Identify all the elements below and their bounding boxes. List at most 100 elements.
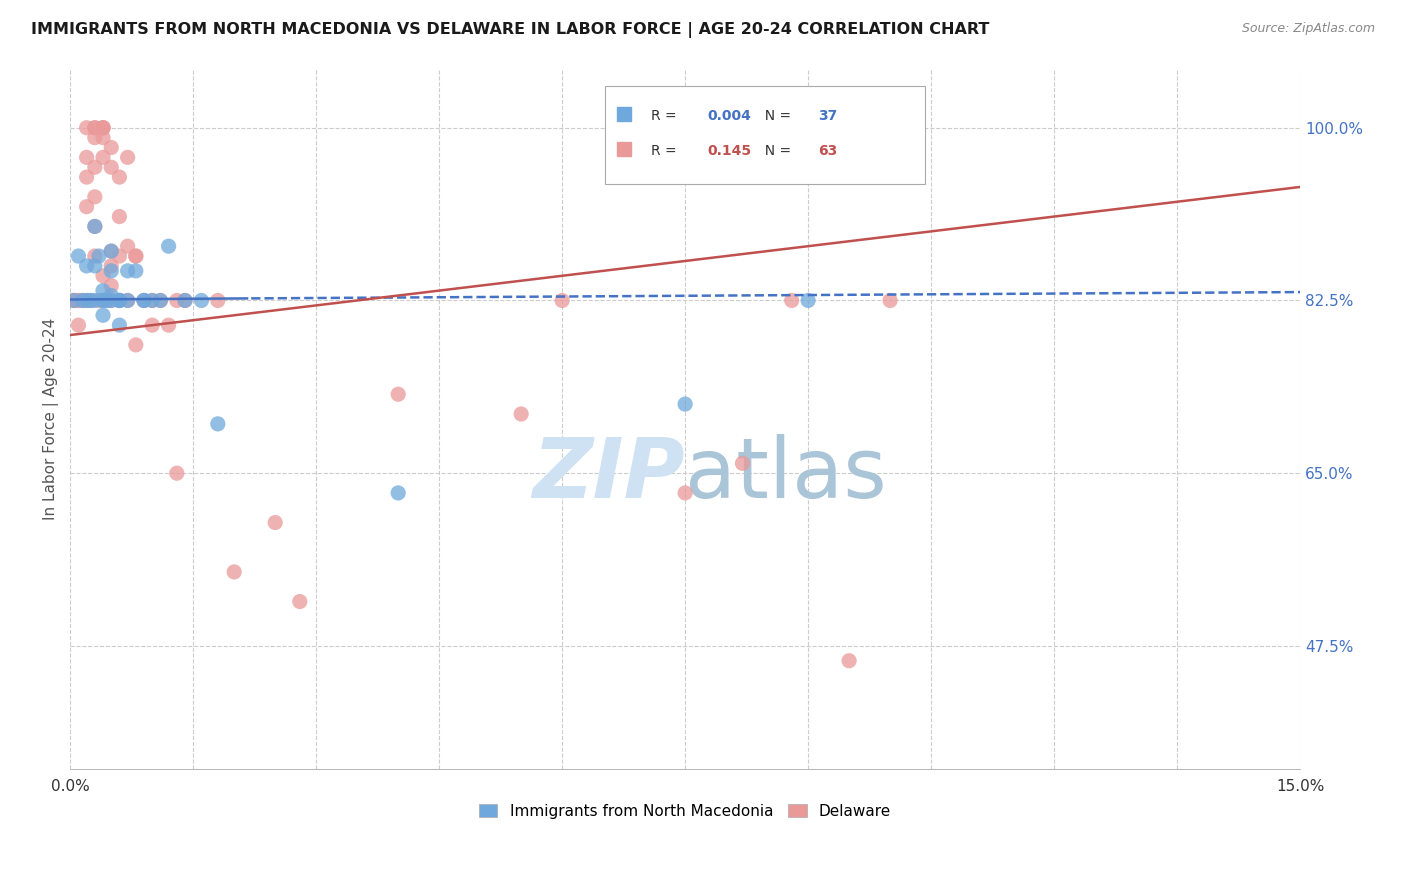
Point [76,293,98,308]
Point [76,293,98,308]
Text: R =: R = [651,109,681,123]
Point [166,293,188,308]
Point [83,190,105,204]
Point [67,249,90,263]
Text: N =: N = [756,145,796,158]
Point [207,417,229,431]
Point [91,130,114,145]
Point [83,120,105,135]
Point [100,288,122,302]
Point [673,486,696,500]
Point [76,150,98,164]
Point [190,293,212,308]
Point [100,293,122,308]
Point [83,259,105,273]
Point [83,130,105,145]
Point [100,244,122,259]
Point [149,293,172,308]
Point [108,318,131,333]
Point [83,293,105,308]
Point [174,293,197,308]
Point [224,565,246,579]
Point [91,293,114,308]
Point [879,293,901,308]
Text: ZIP: ZIP [533,434,685,516]
Point [91,150,114,164]
Point [673,397,696,411]
Text: Source: ZipAtlas.com: Source: ZipAtlas.com [1241,22,1375,36]
Point [91,293,114,308]
Point [141,293,163,308]
Point [91,120,114,135]
Point [797,293,820,308]
Legend: Immigrants from North Macedonia, Delaware: Immigrants from North Macedonia, Delawar… [472,797,897,825]
Y-axis label: In Labor Force | Age 20-24: In Labor Force | Age 20-24 [44,318,59,520]
Point [132,293,155,308]
Point [83,249,105,263]
Text: 0.004: 0.004 [707,109,751,123]
Text: R =: R = [651,145,681,158]
Point [117,150,139,164]
Point [87,249,110,263]
Point [100,293,122,308]
Point [83,219,105,234]
Point [108,293,131,308]
Point [76,120,98,135]
Point [117,264,139,278]
Point [91,120,114,135]
Point [67,318,90,333]
Text: atlas: atlas [685,434,887,516]
Point [387,486,409,500]
Point [125,249,148,263]
Point [207,293,229,308]
Point [288,594,311,608]
Point [87,293,110,308]
Point [838,654,860,668]
Point [125,338,148,352]
Point [108,249,131,263]
Point [72,293,94,308]
Point [83,219,105,234]
Point [117,293,139,308]
Point [83,120,105,135]
Point [100,259,122,273]
Point [62,293,84,308]
Point [117,239,139,253]
Text: 37: 37 [818,109,837,123]
Point [125,249,148,263]
Point [141,293,163,308]
Point [108,210,131,224]
Point [149,293,172,308]
Point [731,456,754,470]
Point [91,268,114,283]
Point [63,293,86,308]
Point [108,293,131,308]
Point [166,466,188,480]
Point [132,293,155,308]
Point [387,387,409,401]
Point [76,259,98,273]
Point [100,160,122,174]
Point [174,293,197,308]
Point [91,284,114,298]
Point [83,160,105,174]
Point [91,120,114,135]
Point [157,239,180,253]
Point [108,293,131,308]
Point [76,170,98,185]
Point [96,293,118,308]
Point [100,264,122,278]
Point [780,293,803,308]
Point [132,293,155,308]
Point [80,293,103,308]
FancyBboxPatch shape [605,86,925,184]
Point [100,244,122,259]
Point [100,140,122,154]
Point [100,278,122,293]
Text: N =: N = [756,109,796,123]
Text: 0.145: 0.145 [707,145,751,158]
Text: IMMIGRANTS FROM NORTH MACEDONIA VS DELAWARE IN LABOR FORCE | AGE 20-24 CORRELATI: IMMIGRANTS FROM NORTH MACEDONIA VS DELAW… [31,22,990,38]
Point [510,407,533,421]
Point [80,293,103,308]
Point [264,516,287,530]
